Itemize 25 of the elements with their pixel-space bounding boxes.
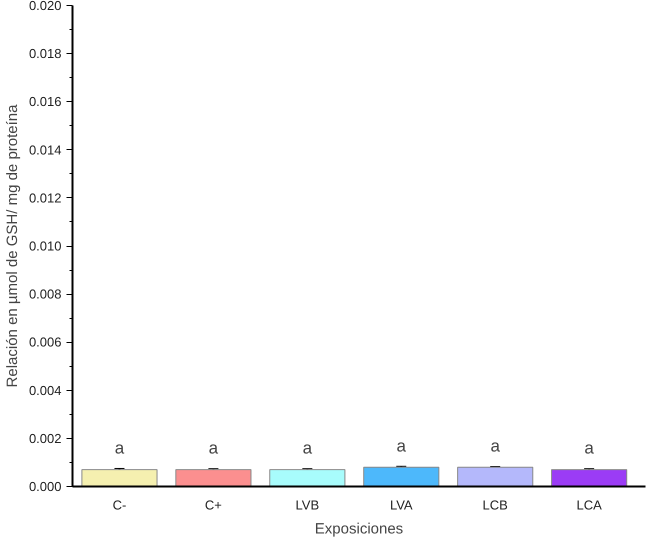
x-axis-title: Exposiciones	[314, 520, 404, 538]
x-tick-label: LCB	[482, 498, 508, 512]
x-tick-label: C-	[112, 498, 126, 512]
annotation: a	[490, 436, 500, 456]
y-tick-label: 0.014	[28, 142, 62, 158]
annotation: a	[302, 438, 313, 458]
y-tick-label: 0.002	[28, 430, 62, 446]
x-tick-label: C+	[204, 498, 222, 512]
y-tick-label: 0.000	[28, 479, 62, 494]
x-tick-label: LCA	[576, 498, 602, 512]
x-tick-label: LVB	[296, 498, 320, 512]
annotation: a	[584, 438, 594, 458]
x-tick-label: LVA	[390, 498, 413, 512]
y-tick-label: 0.010	[28, 238, 62, 254]
y-tick-label: 0.004	[28, 382, 62, 398]
annotation: a	[396, 436, 407, 456]
y-tick-label: 0.018	[28, 46, 62, 62]
y-tick-label: 0.008	[28, 286, 62, 302]
y-tick-label: 0.020	[28, 0, 62, 13]
y-tick-label: 0.012	[28, 190, 62, 206]
annotation: a	[208, 438, 219, 458]
y-axis-title: Relación en µmol de GSH/ mg de proteína	[4, 104, 21, 388]
y-tick-label: 0.006	[28, 334, 62, 350]
annotation: a	[114, 438, 125, 458]
y-tick-label: 0.016	[28, 94, 62, 110]
